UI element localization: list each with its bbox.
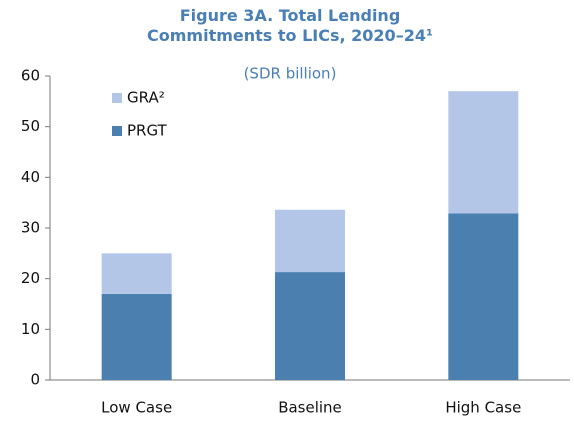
y-tick-label: 10 <box>21 320 40 338</box>
y-tick-label: 60 <box>21 67 40 85</box>
chart-subtitle: (SDR billion) <box>244 65 337 83</box>
bar-segment <box>101 293 172 380</box>
y-tick-label: 30 <box>21 219 40 237</box>
x-tick-label: Low Case <box>101 399 172 417</box>
y-tick-label: 40 <box>21 168 40 186</box>
y-tick-label: 0 <box>30 371 40 389</box>
x-tick-label: High Case <box>445 399 521 417</box>
y-tick-label: 50 <box>21 117 40 135</box>
chart-title: Figure 3A. Total Lending Commitments to … <box>147 6 433 45</box>
bar-segment <box>448 213 519 380</box>
legend-label: GRA² <box>127 89 165 107</box>
legend-swatch <box>112 126 122 136</box>
legend-label: PRGT <box>127 122 168 140</box>
bar-segment <box>275 272 345 380</box>
bar-segment <box>101 253 172 294</box>
bar-segment <box>275 209 345 273</box>
bar-segment <box>448 91 519 214</box>
x-tick-label: Baseline <box>278 399 342 417</box>
legend-swatch <box>112 93 122 103</box>
y-tick-label: 20 <box>21 269 40 287</box>
